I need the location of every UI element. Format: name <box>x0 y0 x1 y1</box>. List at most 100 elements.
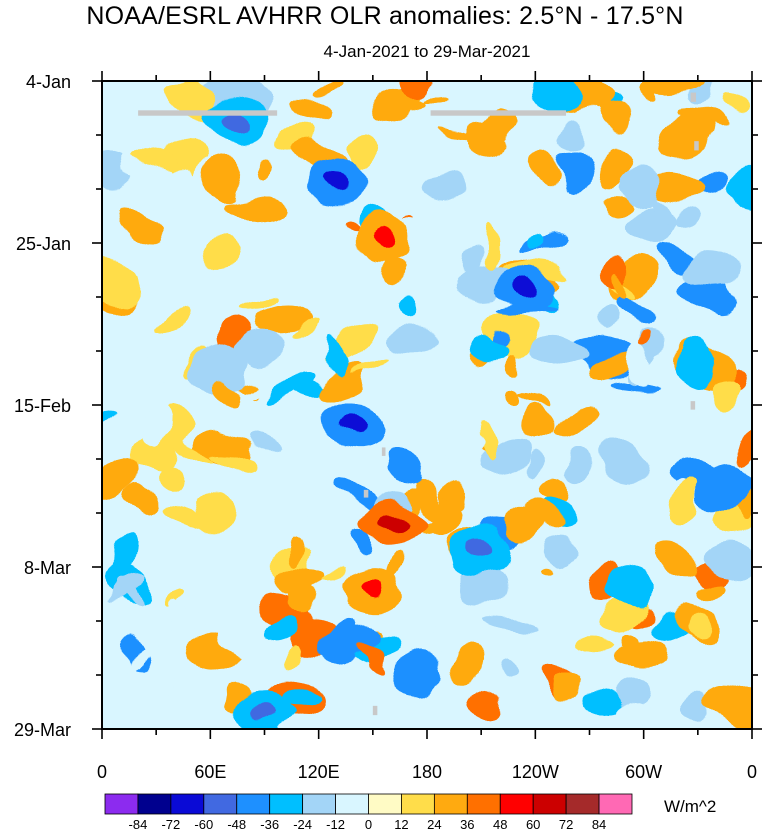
anomaly-blob <box>284 648 307 674</box>
missing-data-patch <box>363 489 369 498</box>
anomaly-blob <box>675 341 717 387</box>
colorbar-label: 84 <box>592 817 606 830</box>
x-tick-label: 0 <box>97 762 107 782</box>
chart-title: NOAA/ESRL AVHRR OLR anomalies: 2.5°N - 1… <box>86 2 684 30</box>
anomaly-blob <box>259 157 273 177</box>
x-tick-label: 0 <box>747 762 757 782</box>
anomaly-blob <box>644 81 707 96</box>
anomaly-blob <box>341 218 356 230</box>
anomaly-blob <box>242 297 280 312</box>
feature-core <box>469 542 494 561</box>
anomaly-blob <box>624 342 653 384</box>
anomaly-blob <box>166 600 195 644</box>
anomaly-blob <box>475 386 503 407</box>
x-tick-label: 60W <box>625 762 662 782</box>
anomaly-blob <box>598 145 633 189</box>
colorbar-swatch <box>302 793 336 815</box>
anomaly-blob <box>457 563 505 608</box>
anomaly-blob <box>599 100 628 132</box>
anomaly-blob <box>622 703 674 729</box>
anomaly-blob <box>111 532 140 575</box>
x-tick-label: 120W <box>512 762 559 782</box>
anomaly-blob <box>203 155 242 203</box>
anomaly-blob <box>669 211 702 229</box>
anomaly-blob <box>128 634 174 669</box>
anomaly-blob <box>616 379 660 389</box>
colorbar-label: 72 <box>559 817 573 830</box>
anomaly-blob <box>319 703 348 729</box>
anomaly-blob <box>500 659 516 677</box>
anomaly-blob <box>525 499 559 527</box>
anomaly-blob <box>392 656 441 693</box>
field-blobs <box>102 81 752 729</box>
anomaly-blob <box>658 111 716 157</box>
y-tick-label: 8-Mar <box>24 558 71 578</box>
anomaly-blob <box>262 614 300 643</box>
anomaly-blob <box>505 356 521 373</box>
colorbar-label: -60 <box>194 817 213 830</box>
anomaly-blob <box>479 443 530 476</box>
anomaly-blob <box>675 108 731 125</box>
anomaly-blob <box>558 148 591 189</box>
feature-core <box>514 280 539 299</box>
anomaly-blob <box>249 433 282 456</box>
colorbar-swatch <box>499 793 534 815</box>
anomaly-blob <box>622 164 664 208</box>
anomaly-blob <box>533 147 558 183</box>
x-tick-label: 180 <box>412 762 442 782</box>
anomaly-blob <box>281 688 323 703</box>
colorbar-swatch <box>269 793 304 815</box>
colorbar-swatch <box>433 793 468 815</box>
anomaly-blob <box>710 376 746 417</box>
missing-data-patch <box>138 110 278 116</box>
anomaly-blob <box>295 515 326 535</box>
anomaly-blob <box>698 462 751 512</box>
anomaly-blob <box>213 452 259 471</box>
colorbar-label: -48 <box>227 817 246 830</box>
colorbar-swatch <box>401 793 435 815</box>
missing-data-patch <box>372 705 378 716</box>
anomaly-blob <box>575 638 613 652</box>
anomaly-blob <box>120 209 165 246</box>
y-tick-label: 4-Jan <box>26 72 71 92</box>
anomaly-blob <box>424 499 462 537</box>
anomaly-blob <box>285 533 301 566</box>
anomaly-blob <box>157 305 189 334</box>
anomaly-blob <box>520 409 554 443</box>
colorbar-swatch <box>236 793 271 815</box>
anomaly-blob <box>692 81 714 106</box>
anomaly-blob <box>687 689 708 721</box>
colorbar-swatch <box>137 793 172 815</box>
anomaly-blob <box>201 233 238 270</box>
anomaly-blob <box>618 297 652 326</box>
anomaly-blob <box>505 390 520 411</box>
feature-core <box>360 581 385 600</box>
colorbar-swatch <box>565 793 600 815</box>
anomaly-blob <box>739 432 752 465</box>
anomaly-blob <box>606 196 630 215</box>
colorbar-swatch <box>368 793 402 815</box>
anomaly-blob <box>549 675 579 702</box>
anomaly-blob <box>322 569 348 581</box>
anomaly-blob <box>616 644 668 667</box>
anomaly-blob <box>159 465 190 492</box>
anomaly-blob <box>669 315 685 329</box>
anomaly-blob <box>480 629 493 648</box>
colorbar-label: -36 <box>260 817 279 830</box>
y-axis-labels: 4-Jan 25-Jan 15-Feb 8-Mar 29-Mar <box>14 72 71 740</box>
feature-core <box>378 511 403 530</box>
anomaly-blob <box>668 480 698 526</box>
colorbar-label: -72 <box>161 817 180 830</box>
feature-core <box>324 172 349 191</box>
anomaly-blob <box>706 538 752 576</box>
colorbar-label: 36 <box>460 817 474 830</box>
anomaly-blob <box>141 400 170 445</box>
anomaly-blob <box>145 673 171 700</box>
anomaly-blob <box>518 396 554 409</box>
anomaly-blob <box>348 529 373 557</box>
colorbar-label: 48 <box>493 817 507 830</box>
anomaly-blob <box>559 123 587 149</box>
anomaly-blob <box>175 436 215 464</box>
anomaly-blob <box>385 448 426 481</box>
anomaly-blob <box>189 343 243 393</box>
